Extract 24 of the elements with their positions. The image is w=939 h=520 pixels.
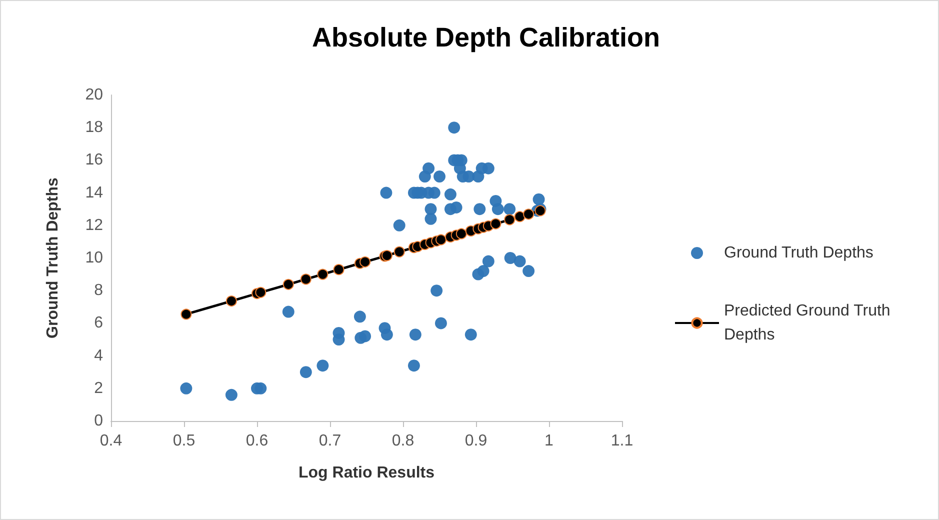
x-tick-label: 1.1 (610, 432, 634, 450)
y-tick-label: 14 (85, 184, 104, 202)
x-axis-title: Log Ratio Results (298, 464, 435, 482)
x-tick-label: 1 (544, 432, 554, 450)
y-axis-title: Ground Truth Depths (44, 177, 62, 338)
legend-label: Ground Truth Depths (724, 244, 874, 262)
y-tick-label: 2 (94, 380, 104, 397)
y-tick-label: 8 (94, 282, 104, 300)
y-tick-label: 18 (85, 119, 104, 136)
x-tick-label: 0.6 (246, 432, 268, 450)
y-tick-label: 16 (85, 152, 104, 169)
legend-label: Predicted Ground Truth Depths (724, 302, 895, 344)
y-tick-label: 20 (85, 86, 104, 104)
x-tick-label: 0.9 (464, 432, 488, 450)
y-tick-label: 12 (85, 216, 104, 234)
y-tick-label: 4 (94, 347, 104, 364)
x-tick-label: 0.5 (172, 432, 196, 450)
chart-title: Absolute Depth Calibration (312, 22, 660, 52)
x-tick-label: 0.4 (100, 432, 122, 450)
y-tick-label: 0 (94, 412, 104, 430)
x-tick-label: 0.8 (392, 432, 414, 450)
y-tick-label: 10 (85, 250, 104, 266)
y-tick-label: 6 (94, 314, 104, 332)
x-tick-label: 0.7 (318, 432, 342, 450)
